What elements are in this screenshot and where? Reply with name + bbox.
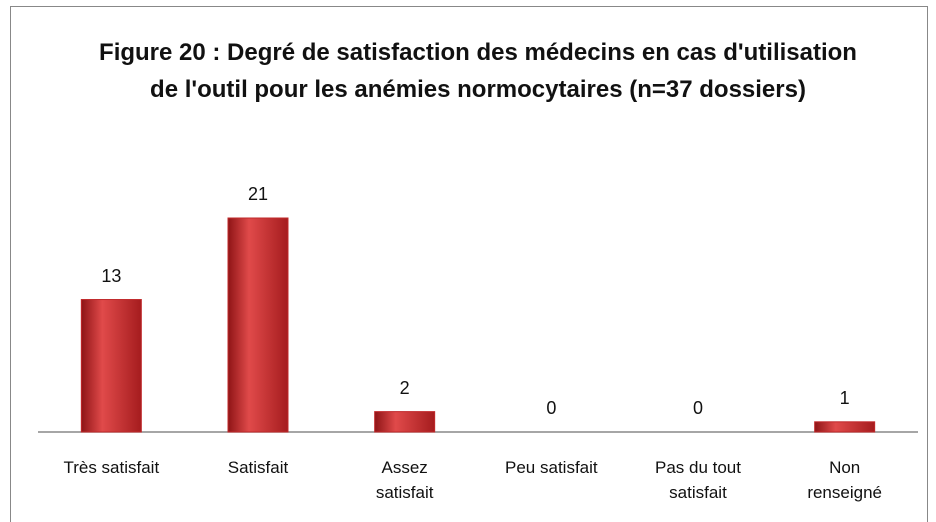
chart-title: Figure 20 : Degré de satisfaction des mé… [99,39,857,103]
data-label: 0 [546,398,557,418]
x-tick-label: Peu satisfait [505,458,598,477]
x-tick-label: Non renseigné [807,458,882,502]
x-tick-label: Satisfait [227,458,289,477]
data-label: 2 [399,377,410,398]
x-tick-label: Assez satisfait [375,458,434,502]
bar [80,299,142,433]
bar [814,421,876,433]
x-tick-label: Pas du tout satisfait [654,458,741,502]
bar [227,217,289,433]
chart-frame [10,6,928,522]
data-label: 0 [692,398,703,418]
bar [374,411,436,433]
x-tick-label: Très satisfait [63,458,160,477]
data-label: 21 [247,184,269,204]
data-label: 13 [101,265,122,286]
data-label: 1 [839,387,850,408]
